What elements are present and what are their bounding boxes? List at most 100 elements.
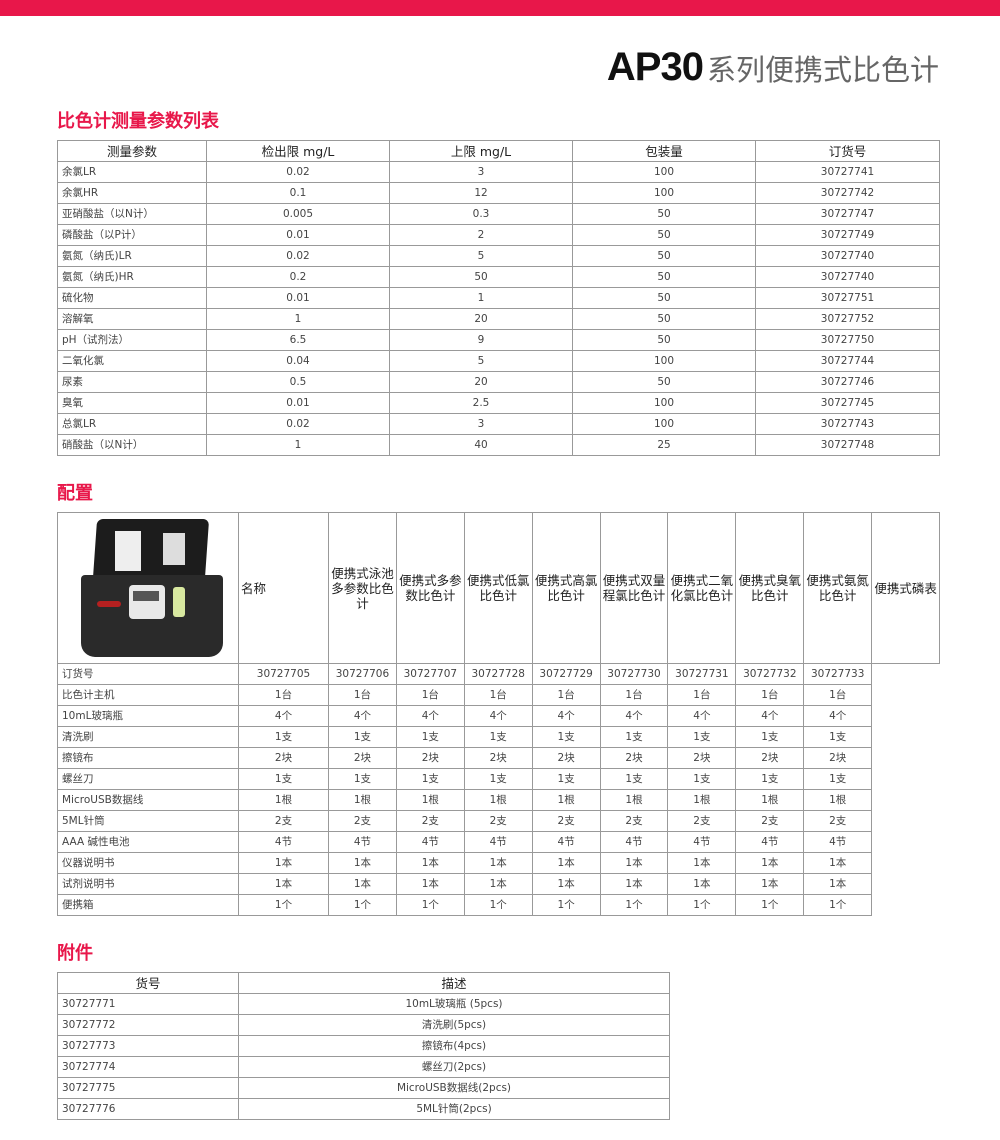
config-cell: 2支 <box>328 810 397 832</box>
config-cell: 1支 <box>395 726 465 748</box>
table-row: 擦镜布 2块 2块 2块 2块 2块 2块 2块 2块 2块 <box>57 747 940 769</box>
config-cell: 2支 <box>531 810 601 832</box>
config-cell: 4个 <box>531 705 601 727</box>
model-header: 便携式泳池多参数比色计 <box>328 512 397 664</box>
config-cell: 1个 <box>599 894 669 916</box>
config-row-label: 10mL玻璃瓶 <box>57 705 239 727</box>
config-cell: 30727731 <box>667 663 737 685</box>
params-cell: 100 <box>572 392 756 414</box>
config-row-label: MicroUSB数据线 <box>57 789 239 811</box>
params-cell: 50 <box>572 224 756 246</box>
params-cell: 30727744 <box>755 350 940 372</box>
config-cell: 2支 <box>395 810 465 832</box>
accessories-cell: MicroUSB数据线(2pcs) <box>238 1077 670 1099</box>
params-cell: 30727751 <box>755 287 940 309</box>
params-cell: 1 <box>206 308 390 330</box>
config-cell: 1根 <box>667 789 737 811</box>
params-cell: 30727750 <box>755 329 940 351</box>
config-cell: 4节 <box>599 831 669 853</box>
config-cell: 30727706 <box>328 663 397 685</box>
config-cell: 4节 <box>531 831 601 853</box>
config-cell: 1个 <box>238 894 329 916</box>
table-row: 臭氧 0.01 2.5 100 30727745 <box>57 392 940 414</box>
params-cell: 30727748 <box>755 434 940 456</box>
config-cell: 4节 <box>667 831 737 853</box>
params-cell: 尿素 <box>57 371 207 393</box>
config-cell: 30727728 <box>463 663 533 685</box>
config-cell: 2支 <box>463 810 533 832</box>
config-cell: 4节 <box>735 831 805 853</box>
config-table: 名称 便携式泳池多参数比色计 便携式多参数比色计 便携式低氯比色计 便携式高氯比色计便… <box>57 512 941 916</box>
params-cell: 余氯HR <box>57 182 207 204</box>
config-cell: 1支 <box>463 768 533 790</box>
params-cell: 50 <box>572 203 756 225</box>
config-cell: 2支 <box>803 810 873 832</box>
config-cell: 4个 <box>735 705 805 727</box>
params-table: 测量参数 检出限 mg/L 上限 mg/L 包装量 订货号 余氯LR 0.02 3 100 307… <box>57 140 940 456</box>
params-cell: 30727742 <box>755 182 940 204</box>
config-cell: 1本 <box>531 873 601 895</box>
title-subtitle: 系列便携式比色计 <box>706 53 939 87</box>
params-cell: 50 <box>572 266 756 288</box>
config-cell: 1本 <box>238 852 329 874</box>
config-cell: 4个 <box>328 705 397 727</box>
config-row-label: 螺丝刀 <box>57 768 239 790</box>
params-cell: 5 <box>389 245 573 267</box>
config-cell: 2支 <box>735 810 805 832</box>
config-cell: 1个 <box>531 894 601 916</box>
product-image-cell <box>57 512 239 664</box>
config-cell: 4个 <box>667 705 737 727</box>
accessories-cell: 30727774 <box>57 1056 239 1078</box>
config-cell: 1本 <box>599 873 669 895</box>
table-row: 氨氮（纳氏)LR 0.02 5 50 30727740 <box>57 245 940 267</box>
config-cell: 1根 <box>328 789 397 811</box>
params-cell: 30727749 <box>755 224 940 246</box>
params-cell: 30727740 <box>755 266 940 288</box>
config-cell: 1支 <box>328 726 397 748</box>
params-column-header: 上限 mg/L <box>389 140 573 162</box>
params-cell: 余氯LR <box>57 161 207 183</box>
table-row: 总氯LR 0.02 3 100 30727743 <box>57 413 940 435</box>
params-cell: 总氯LR <box>57 413 207 435</box>
model-header: 便携式臭氧比色计 <box>735 512 805 664</box>
params-cell: 二氧化氯 <box>57 350 207 372</box>
params-cell: 1 <box>389 287 573 309</box>
name-header: 名称 <box>238 512 329 664</box>
model-header: 便携式多参数比色计 <box>395 512 465 664</box>
table-row: pH（试剂法） 6.5 9 50 30727750 <box>57 329 940 351</box>
params-cell: 3 <box>389 161 573 183</box>
params-cell: 100 <box>572 350 756 372</box>
config-cell: 1个 <box>328 894 397 916</box>
table-row: 30727773 擦镜布(4pcs) <box>57 1035 670 1057</box>
params-cell: 50 <box>572 329 756 351</box>
params-cell: 氨氮（纳氏)LR <box>57 245 207 267</box>
config-cell: 1支 <box>599 726 669 748</box>
config-cell: 4个 <box>599 705 669 727</box>
params-cell: 30727745 <box>755 392 940 414</box>
table-row: 硝酸盐（以N计） 1 40 25 30727748 <box>57 434 940 456</box>
params-cell: 1 <box>206 434 390 456</box>
config-cell: 1台 <box>667 684 737 706</box>
top-accent-bar <box>0 0 1000 16</box>
table-row: 30727772 清洗刷(5pcs) <box>57 1014 670 1036</box>
config-cell: 1支 <box>463 726 533 748</box>
config-cell: 1支 <box>395 768 465 790</box>
params-cell: 30727746 <box>755 371 940 393</box>
config-cell: 1支 <box>238 768 329 790</box>
config-cell: 30727733 <box>803 663 873 685</box>
config-cell: 2支 <box>667 810 737 832</box>
config-cell: 1根 <box>463 789 533 811</box>
config-cell: 1根 <box>803 789 873 811</box>
table-row: 二氧化氯 0.04 5 100 30727744 <box>57 350 940 372</box>
carrying-case-image <box>73 513 223 663</box>
config-cell: 4个 <box>238 705 329 727</box>
config-cell: 1个 <box>395 894 465 916</box>
table-row: 10mL玻璃瓶 4个 4个 4个 4个 4个 4个 4个 4个 4个 <box>57 705 940 727</box>
params-cell: 30727741 <box>755 161 940 183</box>
params-cell: 2.5 <box>389 392 573 414</box>
table-row: 清洗刷 1支 1支 1支 1支 1支 1支 1支 1支 1支 <box>57 726 940 748</box>
config-cell: 4节 <box>395 831 465 853</box>
params-cell: 0.1 <box>206 182 390 204</box>
model-header: 便携式氨氮比色计 <box>803 512 873 664</box>
params-cell: 20 <box>389 371 573 393</box>
